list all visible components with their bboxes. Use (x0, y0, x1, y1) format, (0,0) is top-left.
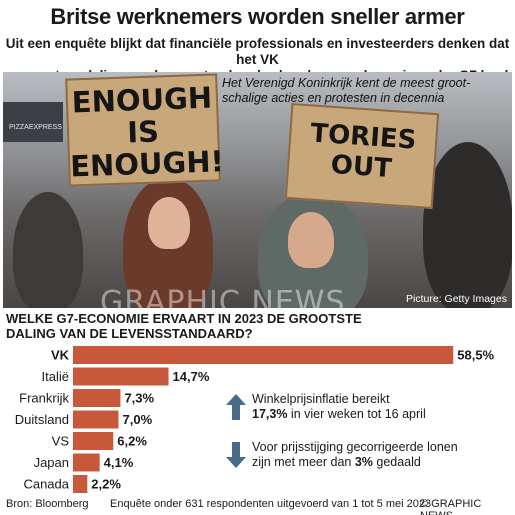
value-label: 7,3% (124, 391, 154, 406)
photo-caption-line-1: Het Verenigd Koninkrijk kent de meest gr… (222, 76, 471, 90)
storefront (3, 102, 63, 142)
value-label: 4,1% (104, 455, 134, 470)
category-label: Frankrijk (19, 391, 69, 406)
copyright: © GRAPHIC NEWS (420, 498, 482, 515)
wages-note: Voor prijsstijging gecorrigeerde lonen z… (252, 440, 458, 470)
bar-duitsland (73, 410, 119, 429)
arrow-up-icon (226, 394, 246, 420)
sign-text: ENOUGH! (69, 144, 225, 184)
chart-title: WELKE G7-ECONOMIE ERVAART IN 2023 DE GRO… (6, 311, 446, 341)
arrow-up-shape (226, 394, 246, 420)
protest-sign-tories-out: TORIES OUT (284, 102, 440, 210)
wages-note-line-1: Voor prijsstijging gecorrigeerde lonen (252, 440, 458, 454)
arrow-down-shape (226, 442, 246, 468)
bar-chart: VK 58,5% Italië 14,7% Frankrijk 7,3% Duitsland… (15, 346, 495, 493)
protester-face-2 (288, 212, 334, 268)
storefront-sign: PIZZAEXPRESS (9, 124, 62, 131)
wages-note-pre: zijn met meer dan (252, 455, 355, 469)
chart-title-line-2: DALING VAN DE LEVENSSTANDAARD? (6, 326, 253, 341)
category-label: Duitsland (15, 412, 69, 427)
inflation-note-rest: in vier weken tot 16 april (287, 407, 426, 421)
category-label: Italië (42, 369, 69, 384)
bar-japan (73, 453, 100, 472)
subtitle-line-1: Uit een enquête blijkt dat financiële pr… (5, 36, 510, 67)
category-label: Canada (23, 477, 69, 492)
wages-note-post: gedaald (372, 455, 421, 469)
bar-vs (73, 432, 114, 450)
chart-title-line-1: WELKE G7-ECONOMIE ERVAART IN 2023 DE GRO… (6, 311, 362, 326)
arrow-down-icon (226, 442, 246, 468)
wages-value: 3% (354, 455, 373, 469)
photo-credit: Picture: Getty Images (406, 293, 507, 305)
value-label: 7,0% (123, 412, 153, 427)
photo-caption-line-2: schalige acties en protesten in decennia (222, 91, 445, 105)
category-label: Japan (34, 455, 69, 470)
inflation-note-line-1: Winkelprijsinflatie bereikt (252, 392, 390, 406)
page-title: Britse werknemers worden sneller armer (50, 4, 465, 29)
bar-italië (73, 367, 169, 386)
category-label: VS (52, 434, 70, 449)
photo-caption: Het Verenigd Koninkrijk kent de meest gr… (222, 76, 512, 106)
value-label: 2,2% (91, 477, 121, 492)
crowd-right (423, 142, 512, 308)
protester-face (148, 197, 190, 249)
category-label: VK (51, 348, 70, 363)
value-label: 58,5% (457, 348, 494, 363)
bar-canada (73, 475, 88, 493)
sign-text: ENOUGH (71, 80, 213, 120)
inflation-note: Winkelprijsinflatie bereikt 17,3% in vie… (252, 392, 426, 422)
watermark: GRAPHIC NEWS (100, 285, 346, 320)
bar-frankrijk (73, 389, 121, 407)
wages-note-line-2: zijn met meer dan 3% gedaald (252, 455, 458, 470)
bar-vk (73, 346, 454, 364)
protest-sign-enough: ENOUGH IS ENOUGH! (65, 73, 225, 187)
crowd-left (13, 192, 83, 308)
source-note: Bron: Bloomberg (6, 498, 89, 510)
survey-note: Enquête onder 631 respondenten uitgevoer… (110, 498, 432, 510)
inflation-note-line-2: 17,3% in vier weken tot 16 april (252, 407, 426, 422)
inflation-value: 17,3% (252, 407, 288, 421)
value-label: 14,7% (173, 369, 210, 384)
value-label: 6,2% (117, 434, 147, 449)
